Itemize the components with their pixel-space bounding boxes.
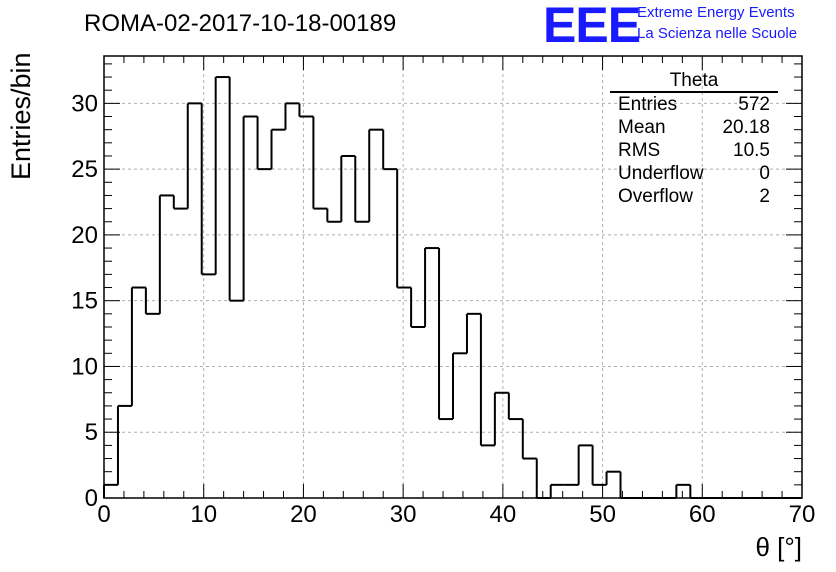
stats-label: Overflow bbox=[618, 186, 693, 207]
x-tick-label: 20 bbox=[290, 501, 317, 528]
logo-line-1: Extreme Energy Events bbox=[637, 4, 795, 21]
x-tick-label: 30 bbox=[390, 501, 417, 528]
stats-value: 0 bbox=[759, 163, 770, 184]
stats-label: Mean bbox=[618, 117, 666, 138]
chart-title: ROMA-02-2017-10-18-00189 bbox=[84, 10, 397, 37]
y-tick-label: 30 bbox=[71, 90, 98, 117]
stats-value: 572 bbox=[738, 94, 770, 115]
stats-row-mean: Mean 20.18 bbox=[610, 116, 778, 139]
stats-title: Theta bbox=[610, 71, 778, 93]
stats-row-rms: RMS 10.5 bbox=[610, 139, 778, 162]
stats-box: Theta Entries 572 Mean 20.18 RMS 10.5 Un… bbox=[610, 71, 778, 208]
stats-row-entries: Entries 572 bbox=[610, 93, 778, 116]
y-tick-label: 15 bbox=[71, 288, 98, 315]
stats-label: RMS bbox=[618, 140, 661, 161]
logo-line-2: La Scienza nelle Scuole bbox=[637, 25, 798, 42]
y-tick-label: 5 bbox=[85, 419, 98, 446]
stats-value: 20.18 bbox=[722, 117, 770, 138]
y-tick-label: 0 bbox=[85, 485, 98, 512]
eee-logo: EEE bbox=[543, 0, 641, 53]
y-tick-label: 10 bbox=[71, 353, 98, 380]
x-tick-label: 50 bbox=[589, 501, 616, 528]
plot-frame bbox=[103, 55, 803, 499]
x-axis-label: θ [°] bbox=[755, 532, 802, 562]
stats-value: 2 bbox=[759, 186, 770, 207]
y-tick-label: 20 bbox=[71, 222, 98, 249]
stats-row-overflow: Overflow 2 bbox=[610, 185, 778, 208]
stats-label: Underflow bbox=[618, 163, 704, 184]
x-tick-label: 60 bbox=[689, 501, 716, 528]
x-tick-label: 10 bbox=[190, 501, 217, 528]
x-tick-label: 0 bbox=[97, 501, 110, 528]
y-axis-label: Entries/bin bbox=[6, 52, 36, 180]
stats-row-underflow: Underflow 0 bbox=[610, 162, 778, 185]
x-tick-label: 40 bbox=[490, 501, 517, 528]
x-tick-label: 70 bbox=[789, 501, 816, 528]
stats-label: Entries bbox=[618, 94, 678, 115]
stats-value: 10.5 bbox=[733, 140, 770, 161]
y-tick-label: 25 bbox=[71, 156, 98, 183]
